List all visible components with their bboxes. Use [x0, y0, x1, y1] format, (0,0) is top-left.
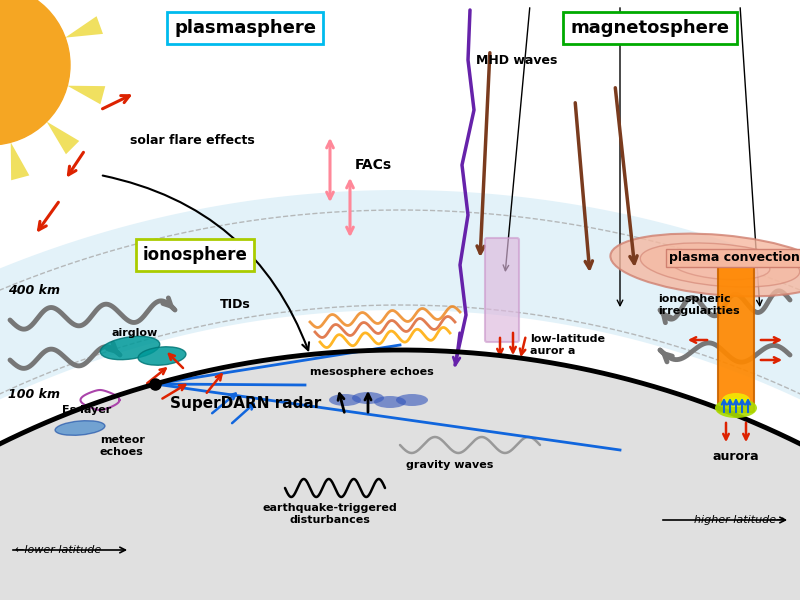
Ellipse shape [352, 392, 384, 404]
Ellipse shape [374, 396, 406, 408]
Ellipse shape [610, 233, 800, 296]
Polygon shape [65, 16, 103, 38]
Text: TIDs: TIDs [220, 298, 250, 311]
Text: ←lower latitude: ←lower latitude [15, 545, 102, 555]
Ellipse shape [670, 250, 770, 280]
Text: earthquake-triggered
disturbances: earthquake-triggered disturbances [262, 503, 398, 524]
Text: aurora: aurora [713, 450, 759, 463]
Polygon shape [10, 142, 30, 180]
Ellipse shape [55, 421, 105, 436]
Text: MHD waves: MHD waves [476, 53, 558, 67]
Text: low-latitude
auror a: low-latitude auror a [530, 334, 605, 356]
Polygon shape [67, 86, 106, 104]
FancyBboxPatch shape [718, 263, 754, 412]
Ellipse shape [640, 243, 800, 287]
Polygon shape [0, 190, 800, 600]
Text: SuperDARN radar: SuperDARN radar [170, 396, 322, 411]
Text: 400 km: 400 km [8, 283, 60, 296]
Ellipse shape [100, 337, 160, 359]
Ellipse shape [715, 398, 757, 418]
Text: magnetosphere: magnetosphere [570, 19, 730, 37]
Ellipse shape [138, 347, 186, 365]
Text: solar flare effects: solar flare effects [130, 133, 254, 146]
FancyBboxPatch shape [485, 238, 519, 342]
Ellipse shape [722, 393, 750, 407]
Text: mesosphere echoes: mesosphere echoes [310, 367, 434, 377]
Text: meteor
echoes: meteor echoes [100, 435, 145, 457]
Circle shape [0, 0, 70, 145]
Text: Es layer: Es layer [62, 405, 111, 415]
FancyArrowPatch shape [102, 176, 309, 350]
Text: plasma convection: plasma convection [669, 251, 800, 265]
Ellipse shape [329, 394, 361, 406]
Text: higher latitude→: higher latitude→ [694, 515, 785, 525]
Polygon shape [46, 122, 79, 154]
Text: FACs: FACs [355, 158, 392, 172]
Text: airglow: airglow [112, 328, 158, 338]
Polygon shape [0, 350, 800, 600]
Text: 100 km: 100 km [8, 389, 60, 401]
Ellipse shape [396, 394, 428, 406]
Text: ionospheric
irregularities: ionospheric irregularities [658, 294, 740, 316]
Text: ionosphere: ionosphere [142, 246, 247, 264]
Text: plasmasphere: plasmasphere [174, 19, 316, 37]
Text: gravity waves: gravity waves [406, 460, 494, 470]
